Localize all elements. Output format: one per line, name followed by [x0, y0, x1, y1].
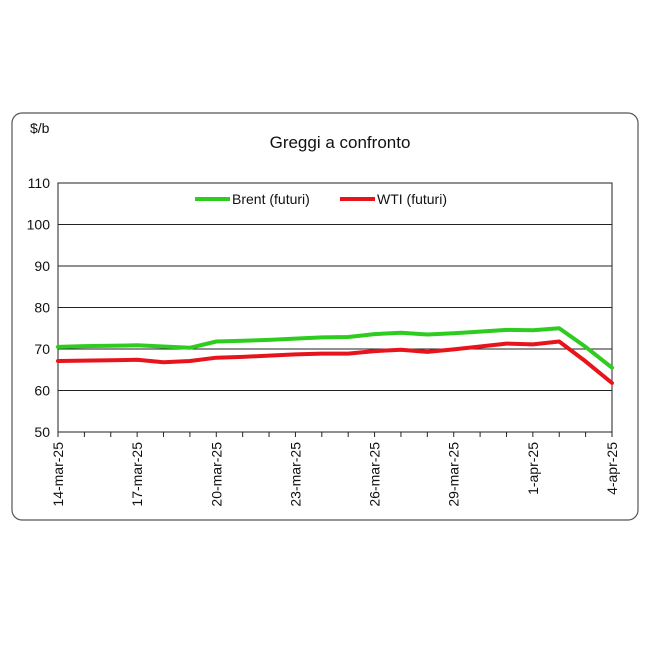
x-tick-label: 23-mar-25 [287, 442, 303, 507]
chart-frame [11, 112, 639, 521]
y-tick-label: 90 [34, 258, 50, 274]
y-tick-label: 80 [34, 300, 50, 316]
y-tick-label: 110 [28, 175, 51, 191]
plot-frame [57, 182, 613, 433]
x-tick-label: 17-mar-25 [129, 442, 145, 507]
x-tick-label: 20-mar-25 [208, 442, 224, 507]
y-tick-label: 70 [34, 341, 50, 357]
y-tick-label: 100 [27, 217, 51, 233]
legend-label: WTI (futuri) [377, 191, 447, 207]
x-tick-label: 29-mar-25 [446, 442, 462, 507]
y-unit-label: $/b [30, 120, 50, 136]
y-tick-label: 50 [34, 424, 50, 440]
series-line [56, 339, 614, 385]
x-tick-label: 1-apr-25 [525, 442, 541, 495]
chart-title: Greggi a confronto [270, 133, 411, 152]
legend-label: Brent (futuri) [232, 191, 310, 207]
x-tick-label: 14-mar-25 [50, 442, 66, 507]
x-tick-label: 4-apr-25 [604, 442, 620, 495]
x-tick-label: 26-mar-25 [367, 442, 383, 507]
y-tick-label: 60 [34, 383, 50, 399]
series-line [56, 326, 614, 370]
